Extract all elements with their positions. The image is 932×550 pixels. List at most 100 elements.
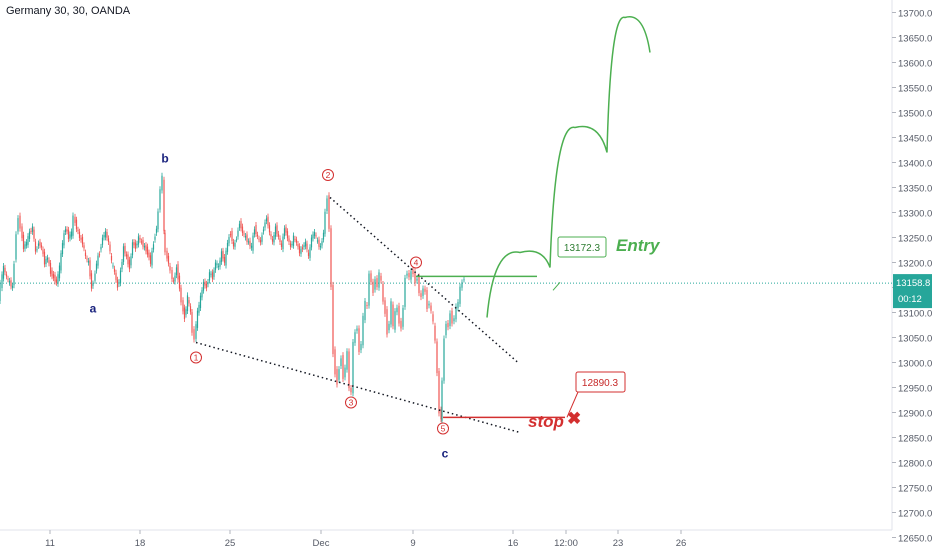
candle-body	[228, 237, 230, 244]
candle-body	[161, 175, 163, 191]
candle-body	[198, 304, 200, 313]
candle-body	[67, 229, 70, 240]
stop-callout-pointer	[566, 391, 579, 418]
countdown-label: 00:12	[898, 294, 922, 305]
candle-body	[312, 234, 314, 239]
candle-body	[115, 272, 117, 280]
candle-body	[288, 238, 290, 242]
candle-body	[426, 290, 428, 309]
y-tick-label: 13250.0	[898, 234, 932, 245]
candle-body	[326, 198, 328, 211]
candle-body	[124, 245, 126, 254]
candle-body	[400, 320, 402, 329]
wave-marker-label: 2	[326, 170, 331, 180]
candle-body	[372, 281, 374, 293]
candle-body	[382, 283, 384, 302]
candle-body	[262, 229, 265, 232]
candle-body	[55, 279, 58, 283]
candle-body	[172, 280, 175, 282]
candle-body	[246, 234, 248, 242]
candle-body	[297, 243, 299, 247]
wave-marker-3	[345, 396, 357, 409]
x-tick-label: Dec	[313, 538, 330, 549]
candle-body	[201, 290, 203, 298]
candle-body	[66, 229, 68, 232]
candle-body	[279, 238, 281, 242]
candle-body	[146, 246, 149, 255]
candle-body	[202, 282, 205, 291]
candle-body	[208, 272, 211, 281]
candle-body	[154, 236, 156, 240]
candle-body	[273, 235, 275, 243]
candle-body	[177, 264, 179, 280]
candle-body	[274, 226, 277, 237]
candle-body	[324, 211, 326, 234]
candle-body	[118, 282, 120, 285]
candle-body	[169, 265, 171, 271]
candle-body	[52, 273, 55, 279]
y-tick-label: 13200.0	[898, 259, 932, 270]
candle-body	[390, 301, 392, 325]
y-tick-label: 12700.0	[898, 509, 932, 520]
candle-body	[319, 246, 322, 248]
trendline-2	[329, 196, 519, 364]
entry-box	[557, 236, 607, 258]
stop-box	[575, 371, 626, 393]
candle-body	[4, 267, 6, 273]
candle-body	[107, 238, 110, 242]
y-tick-label: 12950.0	[898, 384, 932, 395]
stop-label: stop	[528, 412, 564, 431]
candle-body	[95, 263, 98, 271]
candle-body	[57, 274, 59, 284]
candle-body	[122, 246, 125, 262]
candle-body	[24, 244, 26, 249]
candle-body	[384, 300, 386, 314]
candle-body	[75, 219, 78, 230]
candle-body	[315, 235, 317, 237]
candle-body	[204, 281, 206, 286]
candle-body	[447, 322, 449, 328]
candle-body	[445, 323, 447, 336]
candle-body	[84, 252, 87, 256]
candle-body	[214, 262, 217, 270]
candle-body	[137, 236, 140, 245]
candle-body	[142, 239, 144, 247]
wave-marker-label: 4	[414, 258, 419, 268]
candle-body	[133, 242, 135, 246]
x-tick-label: 23	[613, 538, 624, 549]
candle-body	[250, 245, 253, 248]
candle-body	[113, 268, 116, 272]
y-tick-label: 12850.0	[898, 434, 932, 445]
candle-body	[264, 222, 266, 228]
candle-body	[151, 250, 153, 266]
candle-body	[378, 272, 380, 288]
candle-body	[463, 279, 465, 281]
candle-body	[130, 256, 132, 266]
projection-path	[486, 15, 651, 318]
candle-body	[219, 260, 221, 267]
candle-body	[33, 229, 35, 239]
candle-body	[416, 278, 418, 281]
wave-marker-label: 5	[441, 424, 446, 434]
candle-body	[298, 246, 301, 254]
current-price-tag	[893, 274, 932, 309]
candle-body	[166, 250, 168, 259]
candle-body	[149, 255, 152, 264]
candle-body	[15, 234, 17, 260]
y-tick-label: 13650.0	[898, 34, 932, 45]
candle-body	[267, 216, 269, 226]
candle-body	[109, 244, 111, 252]
candle-body	[185, 309, 187, 315]
candle-body	[83, 245, 85, 249]
candle-body	[36, 249, 38, 251]
candle-body	[2, 266, 5, 279]
candle-body	[436, 341, 438, 374]
candle-body	[22, 234, 25, 250]
candle-body	[309, 247, 311, 258]
candle-body	[362, 315, 364, 346]
candle-body	[453, 318, 455, 322]
candle-body	[406, 273, 408, 276]
candle-body	[283, 228, 286, 237]
candle-body	[193, 329, 195, 340]
